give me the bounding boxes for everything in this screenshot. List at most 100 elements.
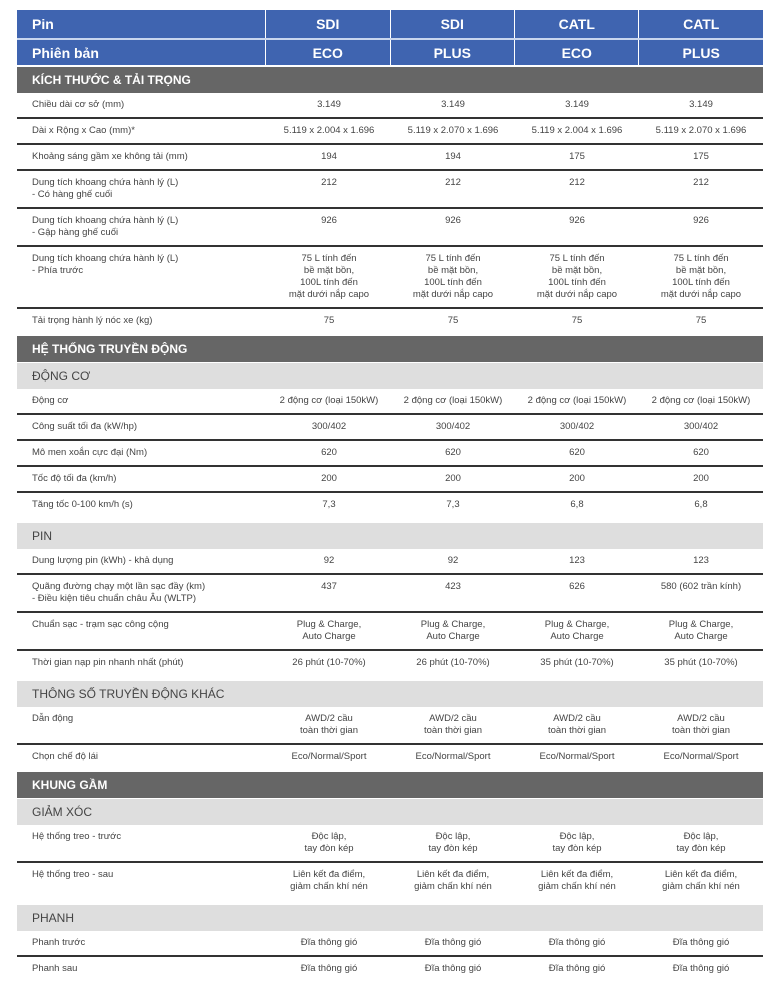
row-value: Eco/Normal/Sport (415, 751, 491, 762)
row-value: Eco/Normal/Sport (663, 751, 739, 762)
row-label: Dung tích khoang chứa hành lý (L) - Gập … (32, 215, 179, 238)
row-value: 2 động cơ (loại 150kW) (527, 395, 627, 406)
row-value: 926 (321, 215, 337, 226)
row-value: 75 (695, 315, 707, 326)
spec-body: KÍCH THƯỚC & TẢI TRỌNG Chiều dài cơ sở (m… (17, 67, 763, 983)
header-pin-cell: CATL (683, 16, 720, 32)
row-label: Hệ thống treo - sau (32, 869, 114, 880)
row-value: 175 (569, 151, 585, 162)
row-value: 7,3 (446, 499, 460, 510)
section-header: HỆ THỐNG TRUYỀN ĐỘNG (17, 336, 763, 362)
row-value: 5.119 x 2.070 x 1.696 (407, 125, 499, 136)
header-version-cell: ECO (266, 40, 391, 65)
header-version-label: Phiên bản (17, 40, 267, 65)
row-value: 437 (321, 581, 337, 592)
row-value: 123 (693, 555, 709, 566)
table-row: Dẫn động AWD/2 cầu toàn thời gian AWD/2 cầ… (17, 707, 763, 745)
subsection-header: PHANH (17, 905, 763, 931)
row-value: 194 (321, 151, 337, 162)
row-label: Công suất tối đa (kW/hp) (32, 421, 138, 432)
row-value: Liên kết đa điểm, giảm chấn khí nén (290, 869, 368, 892)
row-value: 300/402 (435, 421, 471, 432)
row-value: 35 phút (10-70%) (540, 657, 614, 668)
row-value: 3.149 (689, 99, 713, 110)
row-value: 200 (693, 473, 709, 484)
row-value: Độc lập, tay đòn kép (428, 831, 478, 854)
row-value: AWD/2 cầu toàn thời gian (424, 713, 482, 736)
table-row: Tải trọng hành lý nóc xe (kg) 75 75 75 75 (17, 309, 763, 335)
row-value: 75 L tính đến bề mặt bồn, 100L tính đến … (412, 253, 494, 300)
header-pin-label: Pin (17, 10, 267, 38)
row-value: 175 (693, 151, 709, 162)
row-value: 580 (602 trần kính) (660, 581, 742, 592)
row-value: Eco/Normal/Sport (291, 751, 367, 762)
row-value: AWD/2 cầu toàn thời gian (672, 713, 730, 736)
table-row: Hệ thống treo - trước Độc lập, tay đòn ké… (17, 825, 763, 863)
row-value: 75 L tính đến bề mặt bồn, 100L tính đến … (288, 253, 370, 300)
row-value: 123 (569, 555, 585, 566)
row-label: Chọn chế độ lái (32, 751, 99, 762)
header-version-cell: ECO (515, 40, 640, 65)
subsection-header: ĐỘNG CƠ (17, 363, 763, 389)
row-value: 26 phút (10-70%) (292, 657, 366, 668)
row-value: 212 (445, 177, 461, 188)
row-value: 620 (321, 447, 337, 458)
row-value: 92 (323, 555, 335, 566)
table-row: Phanh trước Đĩa thông gió Đĩa thông gió Đĩa… (17, 931, 763, 957)
row-value: 200 (445, 473, 461, 484)
table-row: Mô men xoắn cực đại (Nm) 620 620 620 620 (17, 441, 763, 467)
row-value: Liên kết đa điểm, giảm chấn khí nén (538, 869, 616, 892)
row-label: Khoảng sáng gầm xe không tải (mm) (32, 151, 188, 162)
row-value: 300/402 (311, 421, 347, 432)
row-value: 3.149 (317, 99, 341, 110)
row-label: Phanh sau (32, 963, 78, 974)
table-row: Chuẩn sạc - trạm sạc công cộng Plug & Cha… (17, 613, 763, 651)
row-value: 5.119 x 2.070 x 1.696 (655, 125, 747, 136)
row-label: Tốc độ tối đa (km/h) (32, 473, 117, 484)
row-value: Plug & Charge, Auto Charge (420, 619, 486, 642)
row-value: Liên kết đa điểm, giảm chấn khí nén (414, 869, 492, 892)
table-row: Dung tích khoang chứa hành lý (L) - Phía… (17, 247, 763, 309)
row-value: 194 (445, 151, 461, 162)
row-value: 620 (445, 447, 461, 458)
row-value: Độc lập, tay đòn kép (552, 831, 602, 854)
row-value: 300/402 (683, 421, 719, 432)
row-value: Eco/Normal/Sport (539, 751, 615, 762)
row-value: 926 (569, 215, 585, 226)
table-row: Phanh sau Đĩa thông gió Đĩa thông gió Đĩa t… (17, 957, 763, 983)
row-value: Đĩa thông gió (300, 937, 358, 948)
row-value: 5.119 x 2.004 x 1.696 (283, 125, 375, 136)
row-value: 26 phút (10-70%) (416, 657, 490, 668)
row-value: Độc lập, tay đòn kép (676, 831, 726, 854)
table-row: Dung tích khoang chứa hành lý (L) - Có h… (17, 171, 763, 209)
row-value: 2 động cơ (loại 150kW) (279, 395, 379, 406)
table-row: Chọn chế độ lái Eco/Normal/Sport Eco/Norma… (17, 745, 763, 771)
spec-table: Pin SDI SDI CATL CATL Phiên bản ECO PLUS… (17, 10, 763, 983)
table-row: Hệ thống treo - sau Liên kết đa điểm, giả… (17, 863, 763, 901)
row-label: Dẫn động (32, 713, 74, 724)
row-value: 5.119 x 2.004 x 1.696 (531, 125, 623, 136)
row-value: Đĩa thông gió (548, 937, 606, 948)
row-value: 926 (693, 215, 709, 226)
row-value: 7,3 (322, 499, 336, 510)
table-row: Dài x Rộng x Cao (mm)* 5.119 x 2.004 x 1.… (17, 119, 763, 145)
table-row: Chiều dài cơ sở (mm) 3.149 3.149 3.149 3.149 (17, 93, 763, 119)
row-label: Hệ thống treo - trước (32, 831, 122, 842)
row-label: Dài x Rộng x Cao (mm)* (32, 125, 135, 136)
row-value: 2 động cơ (loại 150kW) (403, 395, 503, 406)
row-label: Chiều dài cơ sở (mm) (32, 99, 125, 110)
row-label: Dung tích khoang chứa hành lý (L) - Phía… (32, 253, 179, 276)
header-pin-cell: SDI (391, 10, 515, 38)
row-value: 626 (569, 581, 585, 592)
row-value: 3.149 (565, 99, 589, 110)
table-row: Tăng tốc 0-100 km/h (s) 7,3 7,3 6,8 6,8 (17, 493, 763, 519)
row-value: Plug & Charge, Auto Charge (668, 619, 734, 642)
table-row: Tốc độ tối đa (km/h) 200 200 200 200 (17, 467, 763, 493)
row-value: 300/402 (559, 421, 595, 432)
subsection-header: PIN (17, 523, 763, 549)
row-value: 3.149 (441, 99, 465, 110)
row-label: Quãng đường chạy một lần sạc đầy (km) - … (32, 581, 206, 604)
row-value: Đĩa thông gió (300, 963, 358, 974)
table-row: Khoảng sáng gầm xe không tải (mm) 194 194 1… (17, 145, 763, 171)
row-value: 423 (445, 581, 461, 592)
